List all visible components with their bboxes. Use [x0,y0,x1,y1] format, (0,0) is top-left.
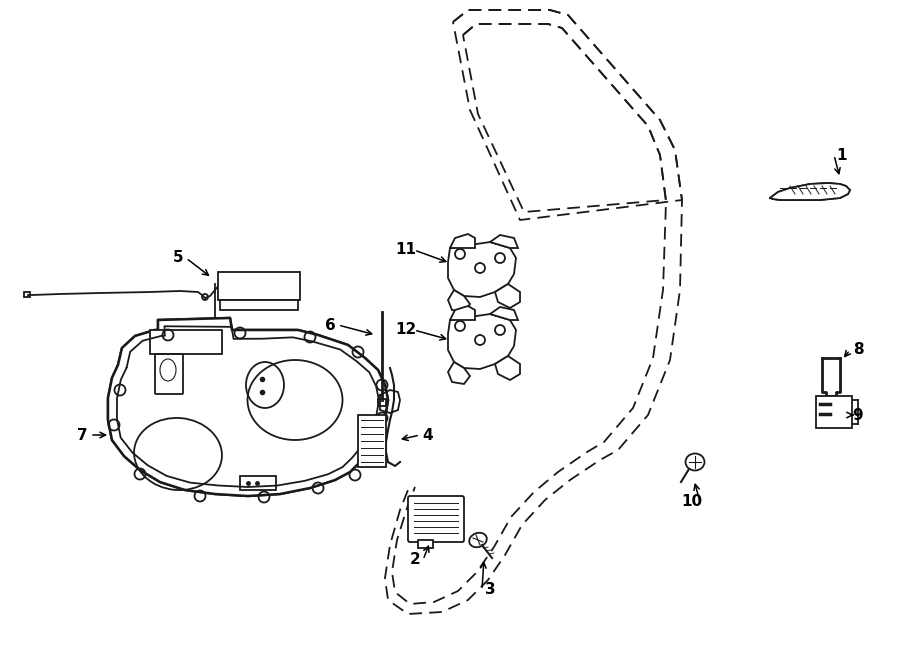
Text: 12: 12 [395,323,417,338]
Text: 4: 4 [423,428,433,442]
Text: 9: 9 [852,407,863,422]
Polygon shape [770,183,850,200]
Polygon shape [448,362,470,384]
Bar [378,399,386,406]
Text: 1: 1 [837,147,847,163]
Text: 7: 7 [76,428,87,442]
Bar [150,330,222,354]
Polygon shape [448,242,516,297]
Text: 11: 11 [395,243,417,258]
Bar [24,292,30,297]
Polygon shape [450,306,475,320]
Polygon shape [108,318,388,496]
Text: 2: 2 [410,553,420,568]
Text: 5: 5 [173,251,184,266]
Bar [816,396,852,428]
Bar [218,272,300,300]
Polygon shape [448,290,470,312]
Bar [358,415,386,467]
Polygon shape [450,234,475,248]
Polygon shape [490,235,518,248]
Text: 10: 10 [681,494,703,510]
Polygon shape [448,314,516,369]
FancyBboxPatch shape [408,496,464,542]
Bar [240,476,276,490]
Text: 8: 8 [852,342,863,358]
Text: 3: 3 [485,582,495,598]
Bar [418,540,433,548]
Polygon shape [495,356,520,380]
Polygon shape [490,307,518,320]
Polygon shape [495,284,520,308]
Text: 6: 6 [325,317,336,332]
Bar [220,300,298,310]
